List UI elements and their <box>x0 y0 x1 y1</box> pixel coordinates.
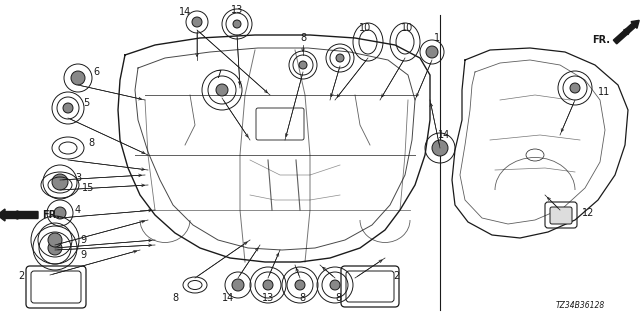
Circle shape <box>54 207 66 219</box>
Text: 2: 2 <box>18 271 24 281</box>
Text: FR.: FR. <box>592 35 610 45</box>
Text: 8: 8 <box>335 293 341 303</box>
FancyBboxPatch shape <box>550 207 572 224</box>
Text: 6: 6 <box>93 67 99 77</box>
Text: 15: 15 <box>82 183 94 193</box>
Circle shape <box>570 83 580 93</box>
Circle shape <box>48 241 62 255</box>
Text: 9: 9 <box>80 235 86 245</box>
Circle shape <box>426 46 438 58</box>
Circle shape <box>232 279 244 291</box>
Text: 14: 14 <box>222 293 234 303</box>
Text: 13: 13 <box>231 5 243 15</box>
Text: 7: 7 <box>215 70 221 80</box>
Circle shape <box>192 17 202 27</box>
Text: 11: 11 <box>598 87 611 97</box>
Circle shape <box>330 280 340 290</box>
Circle shape <box>432 140 448 156</box>
Text: 13: 13 <box>262 293 274 303</box>
Circle shape <box>295 280 305 290</box>
Text: 8: 8 <box>172 293 178 303</box>
Circle shape <box>233 20 241 28</box>
FancyArrow shape <box>0 209 38 221</box>
Text: 3: 3 <box>75 173 81 183</box>
Circle shape <box>71 71 85 85</box>
Text: 8: 8 <box>88 138 94 148</box>
Text: 5: 5 <box>83 98 89 108</box>
FancyArrow shape <box>613 20 639 44</box>
Text: 8: 8 <box>299 293 305 303</box>
Circle shape <box>52 174 68 190</box>
Circle shape <box>216 84 228 96</box>
Circle shape <box>263 280 273 290</box>
Text: 1: 1 <box>434 33 440 43</box>
Text: 9: 9 <box>80 250 86 260</box>
Text: 4: 4 <box>75 205 81 215</box>
Text: 10: 10 <box>401 23 413 33</box>
Circle shape <box>48 233 62 247</box>
Text: TZ34B36128: TZ34B36128 <box>556 300 605 309</box>
Text: 8: 8 <box>300 33 306 43</box>
Text: FR.: FR. <box>42 210 60 220</box>
Text: 14: 14 <box>179 7 191 17</box>
Circle shape <box>336 54 344 62</box>
Text: 14: 14 <box>438 130 451 140</box>
Circle shape <box>299 61 307 69</box>
Circle shape <box>63 103 73 113</box>
Text: 2: 2 <box>393 271 399 281</box>
Text: 10: 10 <box>359 23 371 33</box>
Text: 12: 12 <box>582 208 595 218</box>
